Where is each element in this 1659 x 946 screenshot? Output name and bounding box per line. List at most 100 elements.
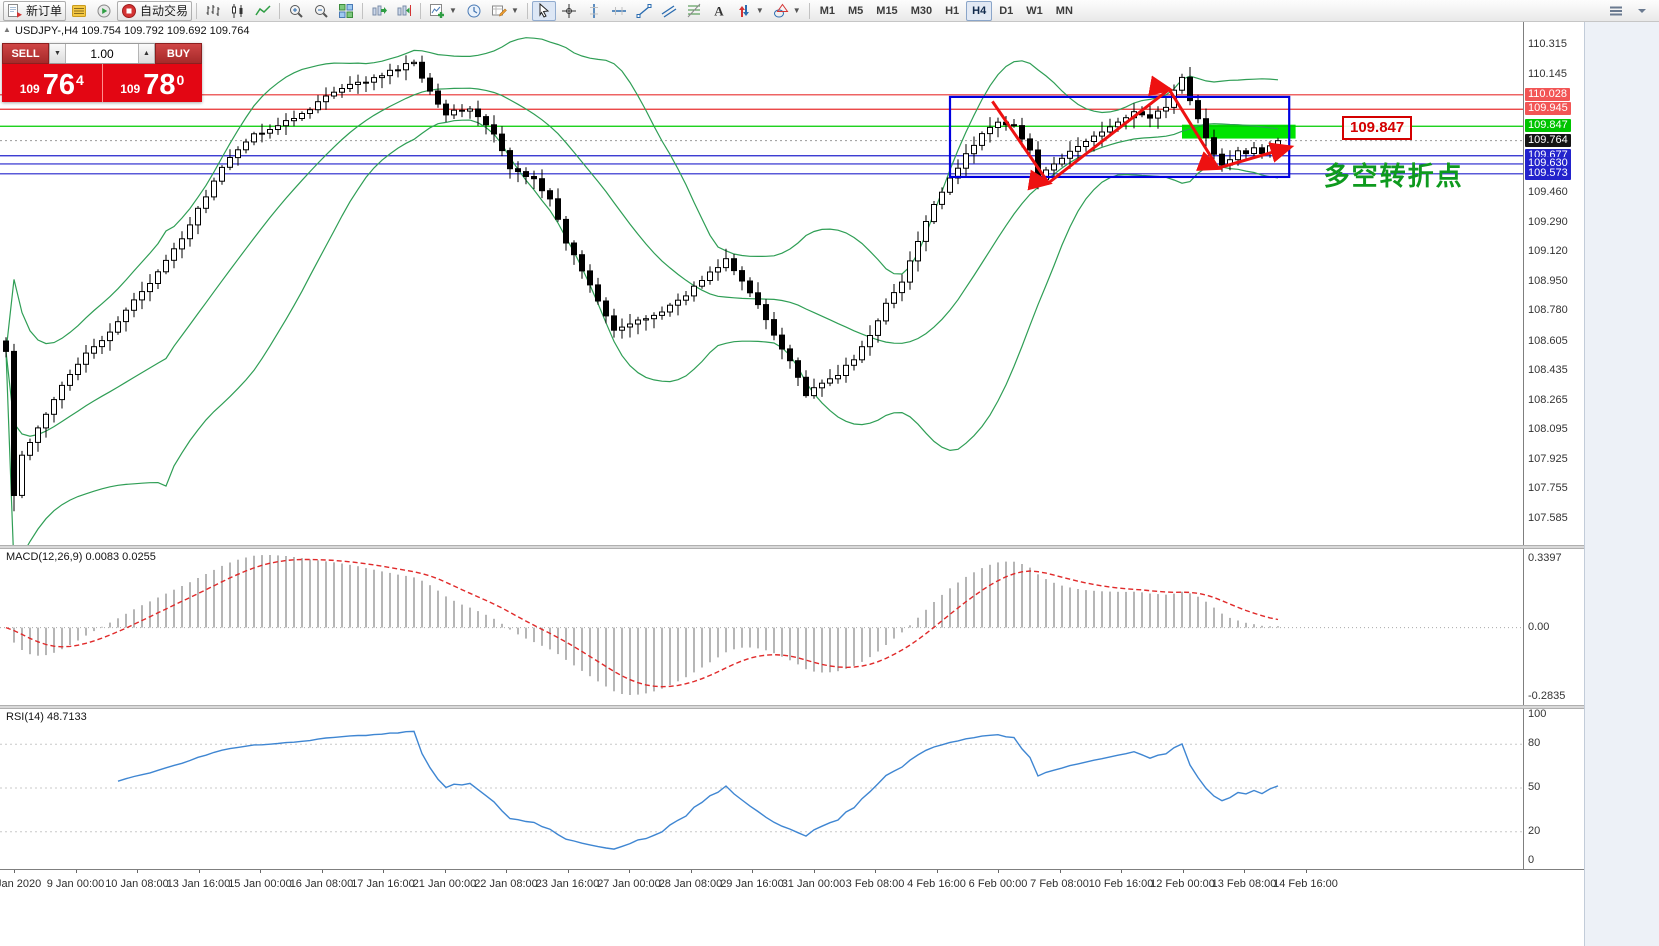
timeframe-h1-button[interactable]: H1	[945, 4, 960, 17]
time-tick	[321, 870, 323, 873]
scale-label: -0.2835	[1528, 690, 1566, 702]
price-level-label: 109.847	[1525, 119, 1571, 133]
fibonacci-tool-button[interactable]	[682, 1, 706, 21]
time-tick	[260, 870, 261, 873]
line-chart-button[interactable]	[251, 1, 275, 21]
time-axis-label: 21 Jan 00:00	[412, 878, 477, 890]
timeframe-m15-button[interactable]: M15	[876, 4, 898, 17]
zoom-out-button[interactable]	[309, 1, 333, 21]
price-chart-pane[interactable]: ▲ USDJPY-,H4 109.754 109.792 109.692 109…	[0, 22, 1523, 570]
scale-label: 0	[1528, 854, 1535, 866]
buy-button[interactable]: BUY	[155, 43, 202, 64]
auto-scroll-button[interactable]	[367, 1, 391, 21]
right-margin-panel	[1584, 22, 1659, 946]
chart-shift-button[interactable]	[392, 1, 416, 21]
panel-splitter[interactable]	[0, 705, 1584, 709]
shapes-tool-button[interactable]: ▼	[769, 1, 805, 21]
toolbar-separator	[420, 2, 422, 19]
time-axis-label: 9 Jan 00:00	[46, 878, 105, 890]
time-tick	[444, 870, 446, 873]
one-click-trading-panel: SELL BUY 109 76 4 109 78 0	[2, 43, 202, 102]
time-tick	[629, 870, 630, 873]
sell-price-prefix: 109	[19, 82, 40, 96]
time-axis-label: 15 Jan 00:00	[228, 878, 292, 890]
price-level-label: 109.764	[1525, 133, 1571, 147]
channel-tool-button[interactable]	[657, 1, 681, 21]
new-chart-button[interactable]: ▼	[425, 1, 461, 21]
chart-list-button[interactable]	[1604, 1, 1628, 21]
overflow2-icon	[1634, 3, 1650, 19]
turning-point-annotation: 多空转折点	[1323, 161, 1464, 191]
vertical-line-tool-button[interactable]	[582, 1, 606, 21]
bar-chart-button[interactable]	[201, 1, 225, 21]
board-icon	[71, 3, 87, 19]
rsi-indicator-pane[interactable]: RSI(14) 48.7133	[0, 709, 1523, 869]
scale-label: 107.925	[1528, 452, 1568, 465]
volume-increase-button[interactable]	[138, 44, 155, 63]
price-level-label: 109.573	[1525, 166, 1571, 180]
toolbar-separator	[196, 2, 198, 19]
horizontal-line-tool-button[interactable]	[607, 1, 631, 21]
timeframe-mn-button[interactable]: MN	[1055, 4, 1073, 17]
objects-list-button[interactable]: ▼	[487, 1, 523, 21]
timeframe-m5-button[interactable]: M5	[848, 4, 864, 17]
timeframe-w1-button[interactable]: W1	[1026, 4, 1043, 17]
candlestick-chart[interactable]	[0, 22, 1523, 570]
tile-windows-button[interactable]	[334, 1, 358, 21]
time-axis-label: 28 Jan 08:00	[658, 878, 723, 890]
timeframe-d1-button[interactable]: D1	[999, 4, 1014, 17]
time-axis-label: 13 Jan 16:00	[166, 878, 231, 890]
scale-label: 108.435	[1528, 364, 1568, 377]
sell-button[interactable]: SELL	[2, 43, 49, 64]
crosshair-tool-button[interactable]	[557, 1, 581, 21]
time-axis-label: 13 Feb 08:00	[1211, 878, 1277, 890]
time-axis-label: 7 Feb 08:00	[1030, 878, 1089, 890]
timeframe-h4-button[interactable]: H4	[966, 0, 993, 21]
arrows-tool-button[interactable]: ▼	[732, 1, 768, 21]
scale-label: 108.605	[1528, 334, 1568, 347]
panel-splitter[interactable]	[0, 545, 1584, 549]
trendline-tool-button[interactable]	[632, 1, 656, 21]
timeframe-m30-button[interactable]: M30	[910, 4, 933, 17]
time-axis-label: 27 Jan 00:00	[597, 878, 661, 890]
shapes-icon	[773, 3, 789, 19]
trade-panel-collapse-icon[interactable]: ▲	[3, 25, 11, 34]
market-depth-button[interactable]	[67, 1, 91, 21]
cursor-tool-button[interactable]	[531, 0, 556, 21]
time-tick	[383, 870, 384, 873]
candlestick-chart-button[interactable]	[226, 1, 250, 21]
rsi-indicator[interactable]	[0, 709, 1523, 869]
buy-price[interactable]: 109 78 0	[103, 64, 203, 102]
timeframe-m1-button[interactable]: M1	[819, 4, 835, 17]
time-tick	[1182, 870, 1184, 873]
candles-icon	[230, 3, 246, 19]
macd-indicator-pane[interactable]: MACD(12,26,9) 0.0083 0.0255	[0, 549, 1523, 705]
auto-trading-button[interactable]: 自动交易	[117, 0, 193, 21]
time-tick	[506, 870, 507, 873]
profiles-button[interactable]	[462, 1, 486, 21]
macd-indicator[interactable]	[0, 549, 1523, 705]
time-axis-label: 16 Jan 08:00	[289, 878, 354, 890]
chart-ohlc-info: USDJPY-,H4 109.754 109.792 109.692 109.7…	[15, 25, 250, 37]
new-order-button-label: 新订单	[26, 3, 63, 18]
text-tool-button[interactable]: A	[707, 1, 731, 21]
sell-price[interactable]: 109 76 4	[2, 64, 103, 102]
time-axis-label: 22 Jan 08:00	[474, 878, 538, 890]
zoom-in-button[interactable]	[284, 1, 308, 21]
toolbar-options-button[interactable]	[1630, 1, 1654, 21]
new-order-button[interactable]: 新订单	[3, 0, 67, 21]
time-tick	[14, 870, 15, 873]
time-axis-label: 3 Feb 08:00	[845, 878, 905, 890]
rsi-line	[117, 730, 1279, 850]
scale-label: 109.460	[1528, 186, 1568, 199]
macd-label: MACD(12,26,9) 0.0083 0.0255	[6, 551, 156, 563]
volume-input[interactable]	[66, 44, 138, 63]
price-scale[interactable]: 110.315 110.145 109.460 109.290 109.120 108.9…	[1523, 22, 1584, 894]
autoscroll-icon	[371, 3, 388, 19]
trend-arrows-annotation	[991, 75, 1295, 191]
linechart-icon	[255, 3, 271, 19]
strategy-tester-button[interactable]	[92, 1, 116, 21]
scale-label: 107.585	[1528, 511, 1568, 524]
volume-decrease-button[interactable]	[49, 44, 66, 63]
